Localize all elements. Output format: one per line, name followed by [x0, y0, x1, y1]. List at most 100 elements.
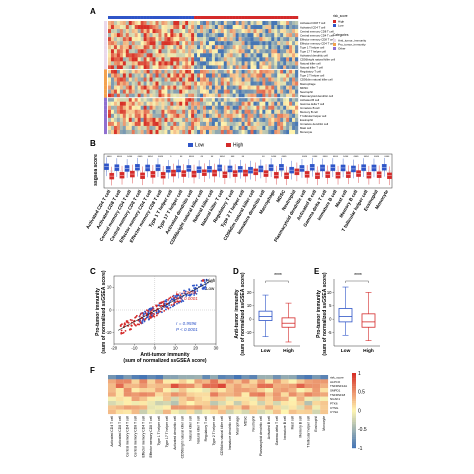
- heatmap-f-cell: [163, 388, 171, 393]
- heatmap-f-cell: [265, 383, 274, 389]
- heatmap-f-cell: [202, 379, 211, 384]
- colorbar-segment: [352, 418, 356, 421]
- heatmap-cell: [122, 69, 127, 74]
- heatmap-cell: [197, 97, 201, 102]
- heatmap-cell: [205, 21, 210, 26]
- heatmap-cell: [128, 125, 132, 131]
- heatmap-cell: [253, 93, 257, 98]
- heatmap-cell: [277, 49, 281, 54]
- heatmap-cell: [289, 125, 293, 131]
- heatmap-cell: [280, 41, 284, 46]
- heatmap-f-cell: [210, 379, 219, 384]
- heatmap-cell: [149, 73, 153, 78]
- significance-label: ****: [138, 155, 144, 159]
- point-high: [179, 300, 181, 303]
- heatmap-cell: [241, 21, 245, 26]
- heatmap-cell: [229, 57, 233, 62]
- heatmap-f-cell: [273, 379, 281, 384]
- heatmap-cell: [197, 45, 201, 50]
- heatmap-cell: [214, 93, 219, 98]
- point-high: [167, 299, 169, 301]
- heatmap-cell: [176, 53, 180, 58]
- heatmap-cell: [289, 89, 293, 94]
- heatmap-cell: [200, 121, 204, 127]
- heatmap-cell: [140, 85, 144, 90]
- heatmap-f-col-label: Neutrophil: [251, 416, 255, 432]
- heatmap-cell: [128, 25, 132, 30]
- heatmap-cell: [259, 121, 263, 127]
- point-high: [131, 319, 133, 322]
- heatmap-f-cell: [218, 379, 226, 384]
- heatmap-cell: [146, 45, 150, 50]
- heatmap-cell: [122, 45, 127, 50]
- risk-bar-cell: [170, 16, 174, 19]
- heatmap-cell: [155, 41, 159, 46]
- heatmap-cell: [292, 93, 296, 98]
- heatmap-cell: [170, 33, 174, 38]
- heatmap-f-cell: [265, 405, 274, 410]
- heatmap-cell: [235, 69, 239, 74]
- heatmap-cell: [283, 25, 287, 30]
- heatmap-f-cell: [296, 388, 305, 393]
- cell-type-label: MDSC: [300, 86, 308, 90]
- colorbar-segment: [352, 376, 356, 379]
- heatmap-cell: [191, 113, 195, 118]
- heatmap-cell: [173, 101, 177, 106]
- heatmap-cell: [137, 121, 141, 127]
- heatmap-cell: [259, 65, 263, 70]
- heatmap-f-cell: [194, 388, 203, 393]
- heatmap-cell: [295, 117, 299, 122]
- heatmap-f-cell: [296, 401, 305, 406]
- heatmap-cell: [179, 45, 183, 50]
- x-tick-label: 0: [154, 346, 157, 351]
- point-low: [175, 294, 177, 297]
- heatmap-cell: [238, 113, 242, 118]
- heatmap-cell: [286, 57, 290, 62]
- heatmap-f-cell: [178, 392, 187, 397]
- heatmap-f-col-label: Regulatory T cell: [204, 416, 208, 442]
- heatmap-cell: [197, 61, 201, 66]
- heatmap-cell: [292, 121, 296, 127]
- heatmap-cell: [205, 61, 210, 66]
- heatmap-cell: [188, 101, 192, 106]
- heatmap-f-cell: [296, 409, 305, 415]
- heatmap-f-cell: [147, 383, 156, 389]
- heatmap-cell: [238, 61, 242, 66]
- risk-bar-cell: [295, 16, 299, 19]
- heatmap-cell: [108, 49, 112, 54]
- heatmap-f-cell: [312, 375, 321, 380]
- heatmap-f-cell: [273, 383, 281, 389]
- heatmap-cell: [137, 61, 141, 66]
- heatmap-cell: [146, 65, 150, 70]
- heatmap-f-cell: [115, 405, 124, 410]
- heatmap-cell: [140, 77, 144, 82]
- heatmap-cell: [238, 29, 242, 34]
- heatmap-cell: [122, 49, 127, 54]
- heatmap-cell: [289, 25, 293, 30]
- heatmap-cell: [229, 69, 233, 74]
- heatmap-cell: [197, 25, 201, 30]
- heatmap-f-row-label: TNFRSF18: [330, 393, 346, 397]
- point-low: [196, 290, 199, 292]
- heatmap-cell: [197, 77, 201, 82]
- heatmap-f-cell: [265, 379, 274, 384]
- heatmap-cell: [277, 121, 281, 127]
- heatmap-cell: [134, 105, 138, 110]
- heatmap-cell: [253, 61, 257, 66]
- panel-c-legend-high: High: [206, 278, 216, 283]
- heatmap-cell: [262, 121, 266, 127]
- heatmap-cell: [280, 21, 284, 26]
- heatmap-cell: [247, 41, 251, 46]
- heatmap-cell: [211, 65, 216, 70]
- heatmap-cell: [229, 117, 233, 122]
- heatmap-cell: [292, 25, 296, 30]
- heatmap-cell: [247, 125, 251, 131]
- colorbar-segment: [352, 433, 356, 436]
- heatmap-cell: [214, 125, 219, 131]
- significance-label: ****: [107, 155, 113, 159]
- heatmap-cell: [137, 93, 141, 98]
- heatmap-cell: [280, 49, 284, 54]
- heatmap-cell: [244, 121, 248, 127]
- heatmap-cell: [108, 21, 112, 26]
- heatmap-cell: [131, 113, 135, 118]
